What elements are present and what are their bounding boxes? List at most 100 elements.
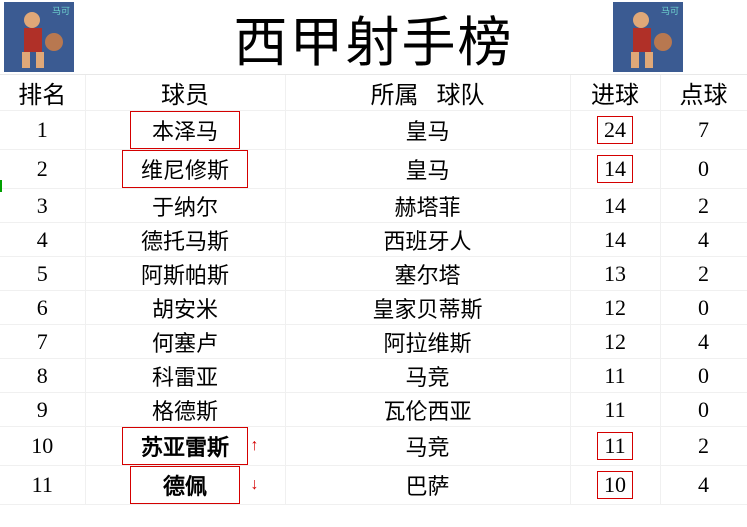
cell-player: 德托马斯: [85, 223, 285, 257]
col-team: 所属球队: [285, 75, 570, 111]
cell-player: 苏亚雷斯↑: [85, 427, 285, 466]
cell-player: 科雷亚: [85, 359, 285, 393]
cell-penalties: 0: [660, 359, 747, 393]
col-team-a: 所属: [371, 83, 419, 109]
table-row: 5 阿斯帕斯 塞尔塔132: [0, 257, 747, 291]
cell-goals: 11: [570, 427, 660, 466]
cell-goals: 12: [570, 325, 660, 359]
table-row: 2 维尼修斯皇马140: [0, 150, 747, 189]
cell-player: 维尼修斯: [85, 150, 285, 189]
cell-goals: 24: [570, 111, 660, 150]
cell-team: 皇家贝蒂斯: [285, 291, 570, 325]
cell-penalties: 2: [660, 257, 747, 291]
cell-penalties: 4: [660, 223, 747, 257]
page-title: 西甲射手榜: [234, 0, 514, 77]
cell-team: 阿拉维斯: [285, 325, 570, 359]
cell-penalties: 2: [660, 427, 747, 466]
scorers-table: 排名 球员 所属球队 进球 点球 1本泽马皇马2472维尼修斯皇马1403于纳尔…: [0, 75, 747, 505]
cell-goals: 14: [570, 223, 660, 257]
cell-player: 何塞卢: [85, 325, 285, 359]
player-name: 于纳尔: [152, 195, 218, 220]
player-name: 科雷亚: [152, 365, 218, 390]
table-header-row: 排名 球员 所属球队 进球 点球: [0, 75, 747, 111]
col-goals: 进球: [570, 75, 660, 111]
table-row: 10苏亚雷斯↑马竞112: [0, 427, 747, 466]
cell-penalties: 4: [660, 466, 747, 505]
col-penalties: 点球: [660, 75, 747, 111]
svg-text:马可: 马可: [661, 6, 679, 16]
table-row: 7 何塞卢 阿拉维斯124: [0, 325, 747, 359]
cell-rank: 5: [0, 257, 85, 291]
cell-goals: 14: [570, 150, 660, 189]
cell-penalties: 0: [660, 150, 747, 189]
cell-rank: 8: [0, 359, 85, 393]
cell-rank: 4: [0, 223, 85, 257]
decor-image-right: 马可: [613, 2, 683, 72]
cell-goals: 11: [570, 393, 660, 427]
cell-rank: 9: [0, 393, 85, 427]
cell-goals: 13: [570, 257, 660, 291]
goal-value: 10: [597, 471, 633, 499]
cell-team: 瓦伦西亚: [285, 393, 570, 427]
table-row: 8 科雷亚 马竞 11 0: [0, 359, 747, 393]
table-row: 1 本泽马 皇马 24 7: [0, 111, 747, 150]
player-name: 胡安米: [152, 297, 218, 322]
player-name: 何塞卢: [152, 331, 218, 356]
svg-text:马可: 马可: [52, 6, 70, 16]
cell-team: 皇马: [285, 150, 570, 189]
player-name: 维尼修斯: [122, 150, 248, 188]
goal-value: 14: [604, 193, 626, 218]
cell-team: 马竞: [285, 359, 570, 393]
decor-image-left: 马可: [4, 2, 74, 72]
cell-rank: 6: [0, 291, 85, 325]
cell-rank: 11: [0, 466, 85, 505]
player-name: 阿斯帕斯: [141, 263, 229, 288]
cell-penalties: 0: [660, 393, 747, 427]
table-row: 6 胡安米 皇家贝蒂斯 12 0: [0, 291, 747, 325]
cell-rank: 7: [0, 325, 85, 359]
cell-penalties: 4: [660, 325, 747, 359]
player-name: 苏亚雷斯: [122, 427, 248, 465]
goal-value: 12: [604, 295, 626, 320]
arrow-down-icon: ↓: [251, 476, 259, 494]
goal-value: 11: [597, 432, 632, 460]
cell-goals: 10: [570, 466, 660, 505]
cell-penalties: 2: [660, 189, 747, 223]
cell-team: 赫塔菲: [285, 189, 570, 223]
cell-player: 胡安米: [85, 291, 285, 325]
cell-goals: 12: [570, 291, 660, 325]
cell-player: 阿斯帕斯: [85, 257, 285, 291]
cell-penalties: 7: [660, 111, 747, 150]
arrow-up-icon: ↑: [251, 437, 259, 455]
col-rank: 排名: [0, 75, 85, 111]
goal-value: 14: [604, 227, 626, 252]
cell-team: 塞尔塔: [285, 257, 570, 291]
goal-value: 11: [604, 397, 625, 422]
goal-value: 24: [597, 116, 633, 144]
cell-rank: 3: [0, 189, 85, 223]
cell-team: 皇马: [285, 111, 570, 150]
cell-rank: 1: [0, 111, 85, 150]
cell-penalties: 0: [660, 291, 747, 325]
goal-value: 11: [604, 363, 625, 388]
cell-rank: 2: [0, 150, 85, 189]
table-row: 11 德佩 ↓ 巴萨 10 4: [0, 466, 747, 505]
col-player: 球员: [85, 75, 285, 111]
player-name: 本泽马: [130, 111, 240, 149]
player-name: 德佩: [130, 466, 240, 504]
cell-player: 德佩 ↓: [85, 466, 285, 505]
table-row: 9 格德斯 瓦伦西亚 11 0: [0, 393, 747, 427]
table-row: 4 德托马斯 西班牙人 14 4: [0, 223, 747, 257]
cell-player: 格德斯: [85, 393, 285, 427]
table-row: 3 于纳尔 赫塔菲 14 2: [0, 189, 747, 223]
cell-player: 本泽马: [85, 111, 285, 150]
cell-goals: 14: [570, 189, 660, 223]
player-name: 格德斯: [152, 399, 218, 424]
cell-team: 西班牙人: [285, 223, 570, 257]
cell-goals: 11: [570, 359, 660, 393]
cell-team: 马竞: [285, 427, 570, 466]
col-team-b: 球队: [437, 83, 485, 109]
cell-team: 巴萨: [285, 466, 570, 505]
player-name: 德托马斯: [141, 229, 229, 254]
cell-player: 于纳尔: [85, 189, 285, 223]
